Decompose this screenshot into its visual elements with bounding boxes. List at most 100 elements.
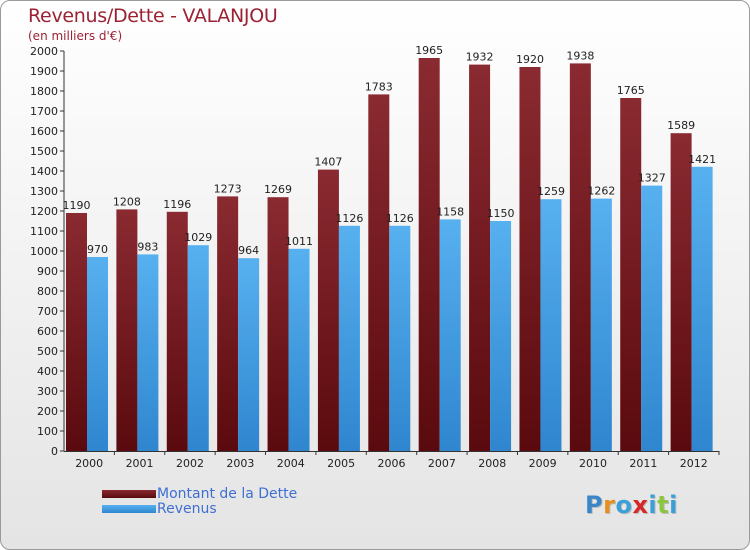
logo-letter: i: [669, 491, 678, 519]
legend-label-dette: Montant de la Dette: [157, 486, 298, 502]
value-label-revenus: 1126: [335, 212, 363, 225]
proxiti-logo: Proxiti: [585, 491, 678, 519]
chart-bars: [66, 58, 713, 452]
legend-label-revenus: Revenus: [157, 501, 217, 517]
bar-dette: [670, 133, 692, 451]
value-label-revenus: 1150: [487, 207, 515, 220]
bar-revenus: [540, 199, 562, 451]
value-label-revenus: 1158: [436, 205, 464, 218]
x-tick-label: 2006: [378, 457, 406, 470]
x-tick-label: 2007: [428, 457, 456, 470]
value-label-dette: 1920: [516, 53, 544, 66]
y-tick-label: 2000: [30, 45, 58, 58]
bar-dette: [66, 213, 87, 451]
y-tick-label: 1400: [30, 165, 58, 178]
legend-swatch-revenus: [102, 505, 156, 513]
bar-revenus: [590, 198, 612, 451]
y-tick-label: 900: [37, 265, 58, 278]
x-tick-label: 2011: [629, 457, 657, 470]
value-label-dette: 1273: [214, 182, 242, 195]
value-label-revenus: 983: [137, 240, 158, 253]
x-tick-label: 2000: [75, 457, 103, 470]
y-tick-label: 1500: [30, 145, 58, 158]
bar-revenus: [389, 225, 411, 451]
bar-dette: [217, 196, 239, 451]
value-label-revenus: 964: [238, 244, 259, 257]
x-tick-label: 2002: [176, 457, 204, 470]
x-tick-label: 2008: [478, 457, 506, 470]
value-label-dette: 1208: [113, 195, 141, 208]
y-tick-label: 100: [37, 425, 58, 438]
chart-axes: 0 100 200 300 400 500 600 700 800 900 1000 1100 1200…: [30, 45, 720, 458]
x-tick-label: 2010: [579, 457, 607, 470]
bar-dette: [166, 211, 188, 451]
value-label-dette: 1269: [264, 183, 292, 196]
bar-dette: [620, 98, 642, 451]
y-tick-label: 300: [37, 385, 58, 398]
logo-letter: P: [585, 491, 604, 519]
y-tick-label: 200: [37, 405, 58, 418]
value-label-dette: 1765: [617, 84, 645, 97]
bar-dette: [116, 209, 138, 451]
y-tick-label: 1900: [30, 65, 58, 78]
value-label-revenus: 970: [87, 243, 108, 256]
value-label-revenus: 1327: [638, 172, 666, 185]
value-label-revenus: 1259: [537, 185, 565, 198]
x-tick-label: 2005: [327, 457, 355, 470]
y-tick-label: 800: [37, 285, 58, 298]
bar-dette: [519, 67, 541, 451]
value-label-revenus: 1126: [386, 212, 414, 225]
x-tick-label: 2003: [226, 457, 254, 470]
y-tick-label: 1800: [30, 85, 58, 98]
legend-swatch-dette: [102, 490, 156, 498]
bar-revenus: [87, 257, 108, 451]
x-tick-label: 2012: [680, 457, 708, 470]
value-label-dette: 1932: [466, 51, 494, 64]
chart-labels: 2000 1190 970 2001 1208 983 2002 1196 1029 2003 12…: [63, 44, 717, 470]
bar-dette: [418, 58, 440, 451]
y-tick-label: 1600: [30, 125, 58, 138]
y-tick-label: 0: [51, 445, 58, 458]
y-tick-label: 600: [37, 325, 58, 338]
value-label-dette: 1783: [365, 80, 393, 93]
x-tick-label: 2004: [277, 457, 305, 470]
bar-revenus: [641, 185, 663, 451]
logo-letter: t: [657, 491, 670, 519]
bar-dette: [368, 94, 390, 452]
x-tick-label: 2009: [529, 457, 557, 470]
value-label-dette: 1938: [566, 49, 594, 62]
value-label-revenus: 1029: [184, 231, 212, 244]
value-label-dette: 1965: [415, 44, 443, 57]
y-tick-label: 1700: [30, 105, 58, 118]
bar-dette: [569, 63, 591, 452]
value-label-dette: 1196: [163, 198, 191, 211]
x-tick-label: 2001: [126, 457, 154, 470]
value-label-dette: 1407: [314, 156, 342, 169]
value-label-revenus: 1011: [285, 235, 313, 248]
bar-dette: [267, 197, 289, 451]
bar-revenus: [187, 245, 209, 451]
logo-letter: x: [632, 491, 649, 519]
y-tick-label: 1100: [30, 225, 58, 238]
logo-letter: i: [648, 491, 658, 519]
bar-dette: [469, 64, 491, 451]
value-label-revenus: 1262: [587, 185, 615, 198]
chart-title: Revenus/Dette - VALANJOU: [28, 5, 278, 27]
y-tick-label: 1000: [30, 245, 58, 258]
y-tick-label: 1200: [30, 205, 58, 218]
bar-revenus: [137, 254, 159, 451]
value-label-revenus: 1421: [688, 153, 716, 166]
bar-revenus: [439, 219, 461, 451]
bar-revenus: [338, 225, 360, 451]
value-label-dette: 1190: [63, 199, 91, 212]
bar-revenus: [691, 166, 713, 452]
logo-letter: o: [615, 491, 633, 519]
bar-revenus: [238, 258, 260, 451]
logo-letter: r: [603, 491, 616, 519]
bar-revenus: [288, 248, 310, 451]
y-tick-label: 500: [37, 345, 58, 358]
y-tick-label: 400: [37, 365, 58, 378]
value-label-dette: 1589: [667, 119, 695, 132]
